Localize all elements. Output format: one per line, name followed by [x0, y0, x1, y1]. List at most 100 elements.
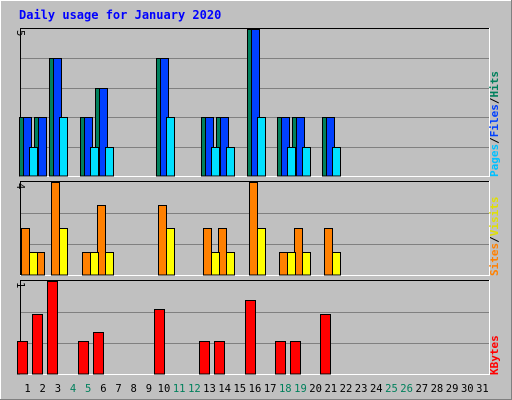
x-tick-label-day-1: 1	[24, 383, 30, 395]
x-tick-label-day-13: 13	[203, 383, 216, 395]
legend-kbytes: KBytes	[488, 335, 501, 375]
x-tick-label-day-17: 17	[264, 383, 277, 395]
x-tick-label-day-20: 20	[309, 383, 322, 395]
x-tick-label-day-3: 3	[55, 383, 61, 395]
x-tick-label-day-6: 6	[100, 383, 106, 395]
legend-entry: Hits	[488, 71, 501, 98]
bar-sites-day-3	[51, 182, 60, 276]
bar-visits-day-13	[211, 252, 220, 276]
chart-title: Daily usage for January 2020	[19, 8, 221, 22]
bar-pages-day-3	[59, 117, 68, 177]
legend-requests: Pages/Files/Hits	[488, 71, 501, 177]
bar-visits-day-21	[332, 252, 341, 276]
y-max-label: 1	[14, 282, 26, 288]
x-tick-label-day-7: 7	[115, 383, 121, 395]
x-tick-label-day-2: 2	[40, 383, 46, 395]
legend-entry: Files	[488, 104, 501, 137]
bar-sites-day-10	[158, 205, 167, 276]
bar-files-day-16	[251, 29, 260, 177]
x-tick-label-day-11: 11	[173, 383, 186, 395]
bar-sites-day-1	[21, 228, 30, 276]
bar-visits-day-19	[302, 252, 311, 276]
x-tick-label-day-5: 5	[85, 383, 91, 395]
bar-visits-day-1	[29, 252, 38, 276]
bar-files-day-13	[205, 117, 214, 177]
legend-entry: /	[488, 137, 501, 144]
legend-entry: Sites	[488, 243, 501, 276]
x-tick-label-day-10: 10	[158, 383, 171, 395]
x-tick-label-day-12: 12	[188, 383, 201, 395]
bar-kbytes-day-21	[320, 314, 331, 375]
bar-sites-day-18	[279, 252, 288, 276]
bar-sites-day-21	[324, 228, 333, 276]
bar-kbytes-day-19	[290, 341, 301, 375]
bar-sites-day-16	[249, 182, 258, 276]
legend-entry: Visits	[488, 197, 501, 237]
x-tick-label-day-22: 22	[340, 383, 353, 395]
bar-sites-day-13	[203, 228, 212, 276]
bar-files-day-6	[99, 88, 108, 177]
x-tick-label-day-8: 8	[131, 383, 137, 395]
bar-sites-day-19	[294, 228, 303, 276]
bar-visits-day-18	[287, 252, 296, 276]
bar-files-day-1	[23, 117, 32, 177]
bar-visits-day-16	[257, 228, 266, 276]
bar-visits-day-14	[226, 252, 235, 276]
x-tick-label-day-15: 15	[233, 383, 246, 395]
bar-kbytes-day-13	[199, 341, 210, 375]
legend-entry: KBytes	[488, 335, 501, 375]
bar-files-day-21	[326, 117, 335, 177]
x-axis: 1 2 3 4 5 6 7 8 9 10 11 12 13 14 15 16 17 18 19 20 21 22 23 24 2…	[24, 383, 488, 395]
bar-pages-day-14	[226, 147, 235, 177]
bar-kbytes-day-1	[17, 341, 28, 375]
x-tick-label-day-19: 19	[294, 383, 307, 395]
x-tick-label-day-30: 30	[461, 383, 474, 395]
x-tick-label-day-21: 21	[324, 383, 337, 395]
legend-visits: Sites/Visits	[488, 197, 501, 277]
x-tick-label-day-9: 9	[146, 383, 152, 395]
y-max-label: 5	[14, 30, 26, 36]
panel-visits: 4 Sites/Visits	[14, 181, 501, 276]
bar-visits-day-6	[105, 252, 114, 276]
x-tick-label-day-18: 18	[279, 383, 292, 395]
panel-kbytes: 1 KBytes	[14, 280, 501, 375]
bar-kbytes-day-18	[275, 341, 286, 375]
legend-entry: /	[488, 236, 501, 243]
bar-files-day-19	[296, 117, 305, 177]
x-tick-label-day-4: 4	[70, 383, 76, 395]
bar-kbytes-day-10	[154, 309, 165, 375]
bar-files-day-5	[84, 117, 93, 177]
bar-kbytes-day-3	[47, 281, 58, 375]
bar-kbytes-day-6	[93, 332, 104, 375]
x-tick-label-day-29: 29	[446, 383, 459, 395]
x-tick-label-day-26: 26	[400, 383, 413, 395]
x-tick-label-day-16: 16	[249, 383, 262, 395]
legend-entry: Pages	[488, 144, 501, 177]
bar-sites-day-6	[97, 205, 106, 276]
y-max-label: 4	[14, 183, 26, 189]
bar-pages-day-6	[105, 147, 114, 177]
bar-pages-day-21	[332, 147, 341, 177]
bar-pages-day-10	[166, 117, 175, 177]
bar-pages-day-18	[287, 147, 296, 177]
bar-files-day-2	[38, 117, 47, 177]
legend-entry: /	[488, 97, 501, 104]
x-tick-label-day-14: 14	[218, 383, 231, 395]
x-tick-label-day-27: 27	[415, 383, 428, 395]
bar-visits-day-5	[90, 252, 99, 276]
bar-kbytes-day-2	[32, 314, 43, 375]
bar-visits-day-10	[166, 228, 175, 276]
bar-pages-day-19	[302, 147, 311, 177]
bar-kbytes-day-14	[214, 341, 225, 375]
x-tick-label-day-23: 23	[355, 383, 368, 395]
bar-pages-day-5	[90, 147, 99, 177]
bar-kbytes-day-5	[78, 341, 89, 375]
bar-sites-day-5	[82, 252, 91, 276]
x-tick-label-day-31: 31	[476, 383, 489, 395]
x-tick-label-day-24: 24	[370, 383, 383, 395]
x-tick-label-day-28: 28	[431, 383, 444, 395]
x-tick-label-day-25: 25	[385, 383, 398, 395]
